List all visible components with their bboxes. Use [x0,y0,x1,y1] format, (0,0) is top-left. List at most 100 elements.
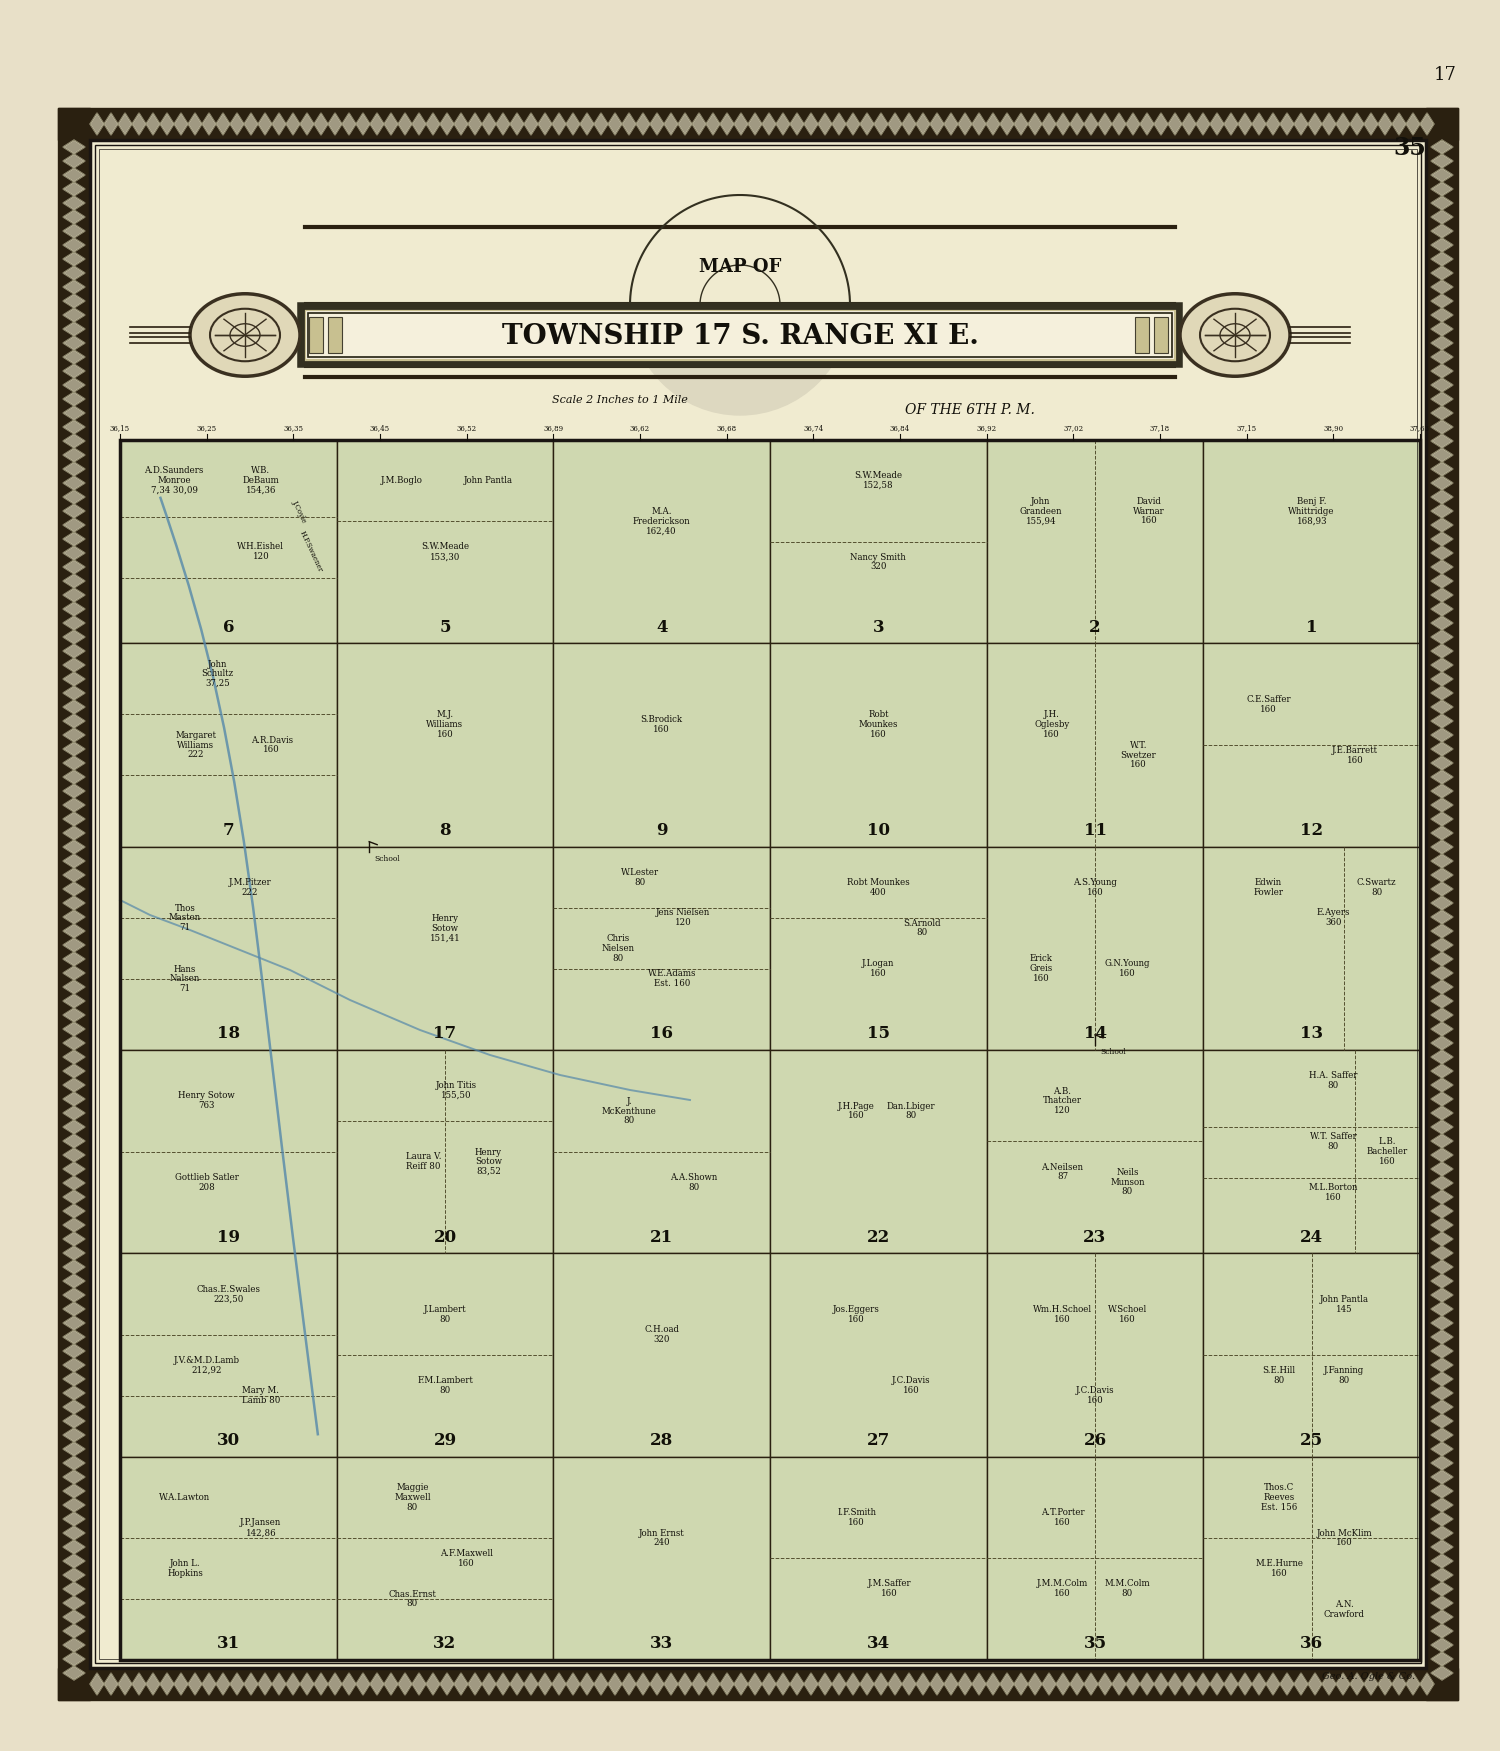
Polygon shape [202,1672,216,1695]
Text: J.M.Boglo: J.M.Boglo [381,476,423,485]
Polygon shape [678,1672,692,1695]
Polygon shape [63,392,86,406]
Text: J.Coyle: J.Coyle [291,499,309,524]
Bar [120,440,1420,1660]
Bar [120,1051,336,1254]
Text: Robt
Mounkes
160: Robt Mounkes 160 [858,711,898,739]
Polygon shape [1431,644,1454,658]
Polygon shape [1252,114,1266,135]
Polygon shape [244,1672,258,1695]
Polygon shape [1392,1672,1406,1695]
Bar [303,308,1178,362]
Polygon shape [1431,854,1454,868]
Text: J.M.Saffer
160: J.M.Saffer 160 [867,1579,910,1599]
Polygon shape [370,114,384,135]
Text: J.P.Jansen
142,86: J.P.Jansen 142,86 [240,1518,282,1537]
Polygon shape [1431,1429,1454,1443]
Polygon shape [1420,114,1434,135]
Text: C.H.oad
320: C.H.oad 320 [644,1326,680,1345]
Text: J.M.Pitzer
222: J.M.Pitzer 222 [228,877,272,897]
Polygon shape [300,114,313,135]
Polygon shape [720,1672,734,1695]
Text: Dan.Lbiger
80: Dan.Lbiger 80 [886,1101,934,1121]
Polygon shape [1084,1672,1098,1695]
Polygon shape [1431,1331,1454,1345]
Text: 37,02: 37,02 [1064,424,1083,432]
Polygon shape [63,756,86,770]
Polygon shape [958,114,972,135]
Polygon shape [1154,114,1168,135]
Polygon shape [160,1672,174,1695]
Polygon shape [1431,504,1454,518]
Polygon shape [510,114,524,135]
Text: W.H.Eishel
120: W.H.Eishel 120 [237,543,285,560]
Polygon shape [1431,1093,1454,1107]
Text: Chas.Ernst
80: Chas.Ernst 80 [388,1590,436,1609]
Polygon shape [1431,1513,1454,1527]
Polygon shape [63,504,86,518]
Text: 29: 29 [433,1432,456,1450]
Text: M.J.
Williams
160: M.J. Williams 160 [426,711,464,739]
Text: Henry Sotow
763: Henry Sotow 763 [178,1091,236,1110]
Polygon shape [63,1191,86,1205]
Polygon shape [636,1672,650,1695]
Polygon shape [594,1672,608,1695]
Polygon shape [1431,1485,1454,1499]
Text: A.S.Young
160: A.S.Young 160 [1072,877,1118,897]
Polygon shape [622,114,636,135]
Polygon shape [342,114,355,135]
Polygon shape [510,1672,524,1695]
Polygon shape [1431,1553,1454,1567]
Polygon shape [1431,868,1454,883]
Polygon shape [63,1415,86,1429]
Polygon shape [1070,114,1084,135]
Text: 36,45: 36,45 [370,424,390,432]
Text: John Pantla: John Pantla [464,476,513,485]
Text: J.Logan
160: J.Logan 160 [862,960,894,979]
Polygon shape [63,1135,86,1149]
Polygon shape [1431,1609,1454,1623]
Polygon shape [63,294,86,308]
Polygon shape [804,114,818,135]
Polygon shape [1322,1672,1336,1695]
Polygon shape [63,1443,86,1457]
Text: 6: 6 [222,618,234,636]
Polygon shape [859,114,874,135]
Polygon shape [63,1609,86,1623]
Polygon shape [678,114,692,135]
Polygon shape [1224,114,1238,135]
Polygon shape [63,140,86,154]
Polygon shape [902,1672,916,1695]
Wedge shape [630,305,850,415]
Text: 21: 21 [650,1229,674,1245]
Polygon shape [63,182,86,196]
Polygon shape [63,350,86,364]
Polygon shape [63,616,86,630]
Polygon shape [1431,784,1454,798]
Text: Wm.H.Schoel
160: Wm.H.Schoel 160 [1034,1304,1092,1324]
Text: 31: 31 [217,1635,240,1653]
Text: 14: 14 [1083,1026,1107,1042]
Bar [1203,1457,1420,1660]
Polygon shape [63,322,86,336]
Polygon shape [202,114,216,135]
Bar [554,847,770,1051]
Polygon shape [398,1672,412,1695]
Text: 25: 25 [1300,1432,1323,1450]
Polygon shape [1431,1527,1454,1539]
Polygon shape [174,114,188,135]
Text: A.Neilsen
87: A.Neilsen 87 [1041,1163,1083,1182]
Text: W.Lester
80: W.Lester 80 [621,868,658,886]
Bar [1203,1051,1420,1254]
Polygon shape [1431,1233,1454,1247]
Polygon shape [63,588,86,602]
Polygon shape [1224,1672,1238,1695]
Polygon shape [314,114,328,135]
Text: J.Lambert
80: J.Lambert 80 [423,1304,466,1324]
Polygon shape [63,897,86,911]
Polygon shape [1112,114,1126,135]
Text: 32: 32 [433,1635,456,1653]
Polygon shape [776,1672,790,1695]
Bar [120,440,336,643]
Bar [1426,109,1458,1700]
